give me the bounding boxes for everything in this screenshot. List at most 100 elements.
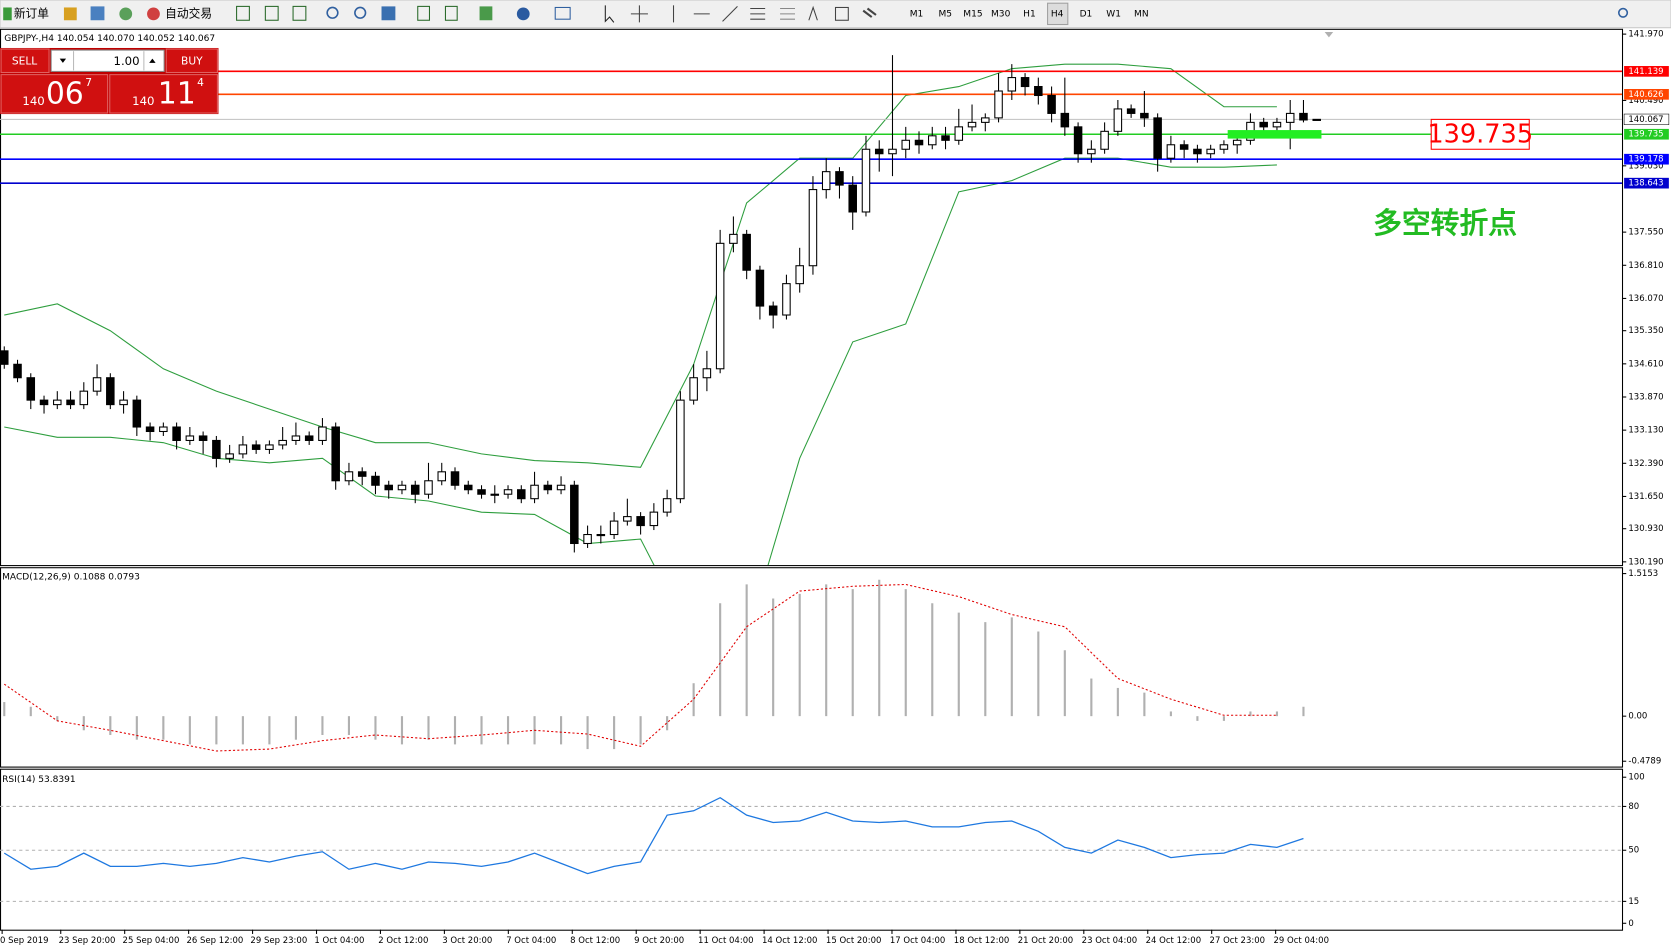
- icon[interactable]: [326, 6, 339, 19]
- lots-input[interactable]: [50, 49, 165, 72]
- x-tick-label: 25 Sep 04:00: [123, 936, 180, 946]
- toolbar-button[interactable]: 新订单: [14, 6, 49, 20]
- timeframe-button[interactable]: M30: [991, 9, 1011, 19]
- rsi-line: [3, 796, 1304, 875]
- icon[interactable]: [479, 6, 493, 21]
- icon[interactable]: [862, 7, 877, 18]
- candle-body: [265, 444, 274, 450]
- candle-body: [517, 489, 526, 500]
- bid-big: 140: [22, 94, 44, 108]
- candle-body: [795, 265, 804, 285]
- icon[interactable]: [604, 5, 615, 23]
- x-tick-label: 8 Oct 12:00: [570, 936, 620, 946]
- sell-button[interactable]: [0, 48, 50, 74]
- sell-label[interactable]: SELL: [12, 54, 37, 67]
- candle-body: [543, 484, 553, 491]
- candle-body: [1034, 85, 1043, 97]
- icon[interactable]: [292, 5, 307, 21]
- candle-body: [821, 171, 831, 191]
- y-tick-label: 134.610: [1628, 359, 1663, 369]
- y-tick-label: 136.070: [1628, 294, 1663, 304]
- candle-body: [1153, 117, 1162, 159]
- icon[interactable]: [780, 7, 796, 20]
- candle-body: [13, 363, 22, 379]
- candle-body: [212, 439, 221, 459]
- icon: [59, 58, 67, 63]
- buy-label[interactable]: BUY: [181, 54, 203, 67]
- candle-body: [583, 533, 592, 545]
- level-label-bg: [1624, 66, 1669, 77]
- icon[interactable]: [354, 6, 367, 19]
- icon[interactable]: [236, 5, 250, 21]
- x-tick-label: 11 Oct 04:00: [698, 936, 754, 946]
- icon[interactable]: [808, 5, 818, 21]
- icon[interactable]: [722, 6, 738, 22]
- x-tick-label: 0 Sep 2019: [0, 936, 49, 946]
- candle-body: [357, 471, 367, 477]
- rsi-tick-label: 15: [1628, 897, 1639, 907]
- icon[interactable]: [63, 7, 77, 21]
- timeframe-button[interactable]: D1: [1080, 9, 1093, 19]
- timeframe-button[interactable]: M5: [938, 9, 952, 19]
- icon[interactable]: [834, 6, 849, 21]
- x-tick-label: 27 Oct 23:00: [1210, 936, 1266, 946]
- candle-body: [715, 242, 725, 370]
- icon[interactable]: [90, 6, 105, 21]
- icon[interactable]: [750, 7, 766, 20]
- timeframe-button[interactable]: MN: [1134, 9, 1149, 19]
- candle-body: [1020, 77, 1030, 88]
- buy-price[interactable]: [109, 74, 218, 114]
- buy-button[interactable]: [165, 48, 218, 74]
- candle-body: [53, 399, 62, 406]
- timeframe-button[interactable]: H4: [1051, 9, 1064, 19]
- ask-main: 11: [158, 76, 196, 111]
- timeframe-button[interactable]: M15: [963, 9, 982, 19]
- icon[interactable]: [147, 7, 160, 21]
- icon[interactable]: [3, 7, 12, 21]
- candle-body: [1179, 144, 1189, 150]
- candle-body: [278, 439, 287, 446]
- candle-body: [530, 484, 539, 500]
- trade-panel: SELL 1.00 BUY 140 06 7 140 11 4: [0, 47, 219, 115]
- icon[interactable]: [417, 5, 431, 21]
- timeframe-button[interactable]: M1: [910, 9, 924, 19]
- icon[interactable]: [119, 7, 133, 21]
- timeframe-button[interactable]: W1: [1106, 9, 1121, 19]
- icon[interactable]: [516, 7, 530, 21]
- candle-body: [1219, 144, 1229, 150]
- toolbar-icons: [3, 2, 1629, 26]
- candle-body: [331, 426, 340, 482]
- x-tick-label: 29 Oct 04:00: [1273, 936, 1329, 946]
- icon[interactable]: [630, 5, 648, 23]
- candle-body: [861, 148, 871, 213]
- icon[interactable]: [444, 5, 458, 21]
- toolbar-button[interactable]: 自动交易: [165, 6, 212, 20]
- candle-body: [119, 399, 128, 406]
- candle-body: [490, 493, 500, 496]
- y-tick-label: 136.810: [1628, 261, 1663, 271]
- candle-body: [1299, 112, 1308, 121]
- ask-big: 140: [132, 94, 154, 108]
- y-tick-label: 130.930: [1628, 524, 1663, 534]
- timeframe-pressed: [1047, 2, 1069, 26]
- timeframe-button[interactable]: H1: [1023, 9, 1036, 19]
- icon[interactable]: [381, 6, 396, 21]
- icon[interactable]: [264, 5, 279, 21]
- lots-value[interactable]: 1.00: [114, 54, 140, 68]
- candle-body: [782, 283, 791, 316]
- candle-body: [159, 426, 168, 433]
- candle-body: [914, 139, 924, 146]
- candle-body: [954, 126, 964, 141]
- icon[interactable]: [1617, 7, 1629, 18]
- macd-panel: [0, 567, 1624, 768]
- x-tick-label: 18 Oct 12:00: [954, 936, 1010, 946]
- candle-body: [344, 471, 354, 482]
- candle-body: [702, 368, 712, 379]
- icon[interactable]: [554, 6, 571, 20]
- candle-body: [424, 480, 433, 495]
- macd-tick-label: 0.00: [1628, 712, 1647, 722]
- sell-price[interactable]: [0, 74, 109, 114]
- x-tick-label: 7 Oct 04:00: [506, 936, 556, 946]
